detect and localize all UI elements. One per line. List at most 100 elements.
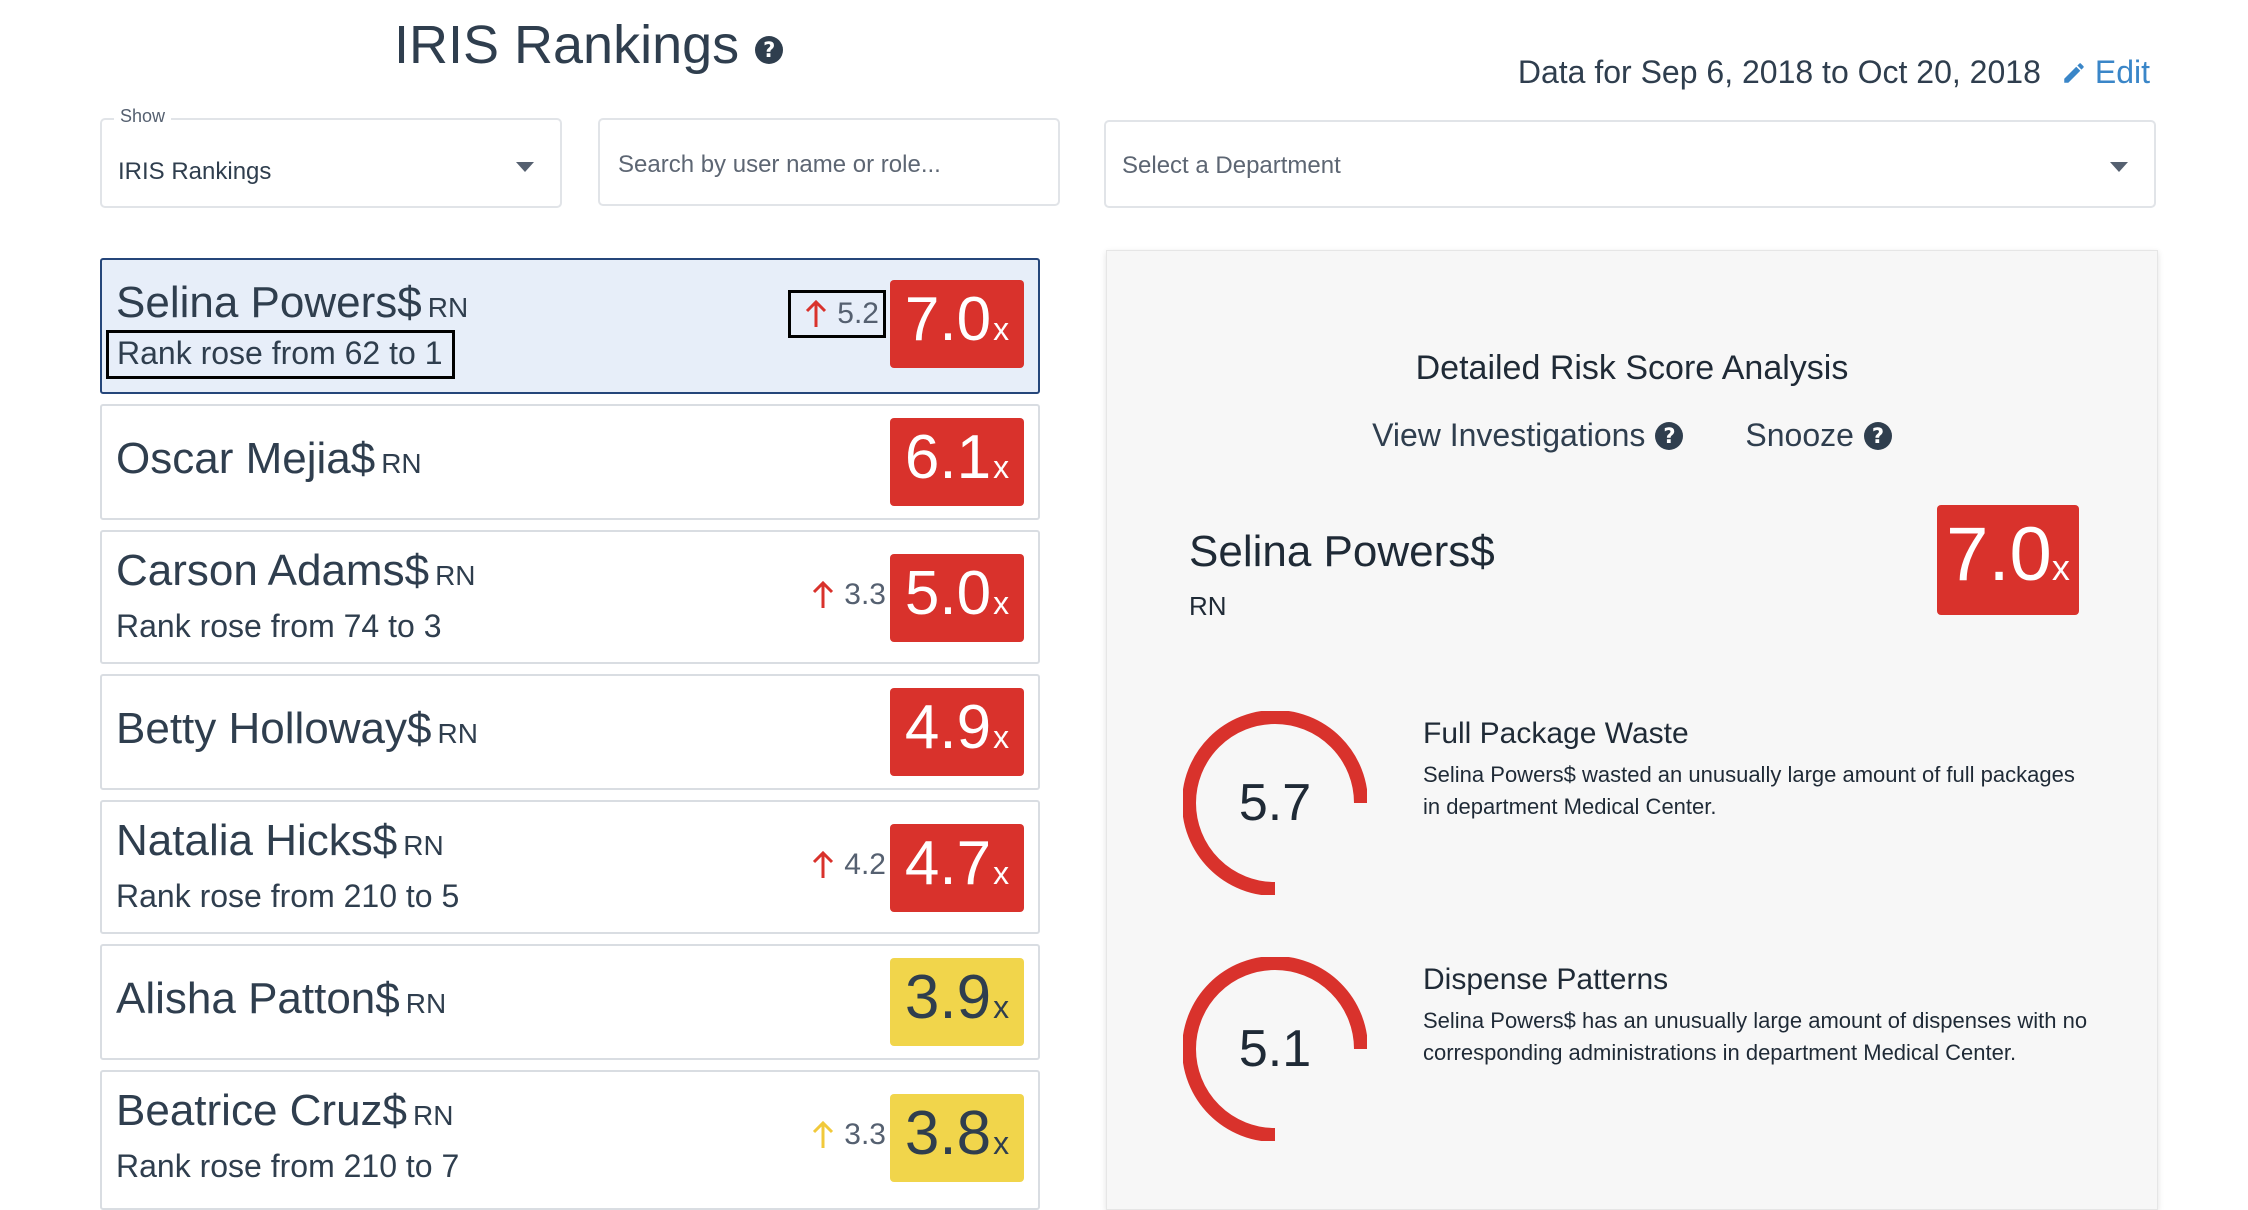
show-select[interactable]: Show IRIS Rankings [100, 106, 562, 208]
detail-score-suffix: x [2051, 547, 2070, 588]
delta-value: 5.2 [837, 297, 879, 330]
ranking-card-natalia-hicks[interactable]: Natalia Hicks$ RN Rank rose from 210 to 5… [100, 800, 1040, 934]
user-role: RN [427, 292, 469, 323]
ranking-card-alisha-patton[interactable]: Alisha Patton$ RN 3.9 x [100, 944, 1040, 1060]
rank-change-text: Rank rose from 210 to 7 [116, 1148, 460, 1184]
ranking-card-beatrice-cruz[interactable]: Beatrice Cruz$ RN Rank rose from 210 to 7… [100, 1070, 1040, 1210]
ranking-name-line: Alisha Patton$ RN [116, 974, 446, 1024]
ranking-name-line: Beatrice Cruz$ RN [116, 1086, 453, 1136]
score-suffix: x [993, 585, 1010, 621]
arrow-up-icon [813, 850, 834, 878]
user-name: Oscar Mejia$ [116, 434, 376, 483]
user-name: Beatrice Cruz$ [116, 1086, 408, 1135]
pencil-icon [2064, 62, 2084, 83]
user-role: RN [413, 1100, 454, 1131]
ranking-card-oscar-mejia[interactable]: Oscar Mejia$ RN 6.1 x [100, 404, 1040, 520]
delta-value: 3.3 [844, 1118, 886, 1151]
ranking-card-carson-adams[interactable]: Carson Adams$ RN Rank rose from 74 to 3 3… [100, 530, 1040, 664]
edit-button[interactable]: Edit [2061, 54, 2150, 91]
factor-title: Dispense Patterns [1423, 963, 1669, 996]
user-name: Carson Adams$ [116, 546, 430, 595]
page-title-text: IRIS Rankings [394, 15, 740, 75]
arrow-up-icon [806, 299, 827, 327]
department-select[interactable]: Select a Department [1104, 120, 2156, 208]
rank-change-label: Rank rose from 62 to 1 [117, 335, 443, 371]
factor-description: Selina Powers$ has an unusually large am… [1423, 1008, 2088, 1065]
score-suffix: x [993, 449, 1010, 485]
delta-value: 3.3 [844, 578, 886, 611]
show-label: Show [114, 106, 172, 127]
chevron-down-icon [516, 162, 534, 172]
score-delta: 3.3 [812, 1118, 886, 1152]
ranking-card-betty-holloway[interactable]: Betty Holloway$ RN 4.9 x [100, 674, 1040, 790]
user-role: RN [405, 988, 447, 1019]
score-suffix: x [993, 311, 1010, 347]
risk-score-badge: 4.7 x [890, 824, 1024, 912]
date-range-text: Data for Sep 6, 2018 to Oct 20, 2018 [1517, 54, 2041, 90]
page-title: IRIS Rankings ? [394, 14, 784, 76]
user-role: RN [403, 830, 444, 861]
ring-arc [1182, 710, 1368, 896]
search-input[interactable] [616, 150, 1040, 180]
detail-user-role: RN [1189, 591, 1227, 621]
question-circle-icon[interactable]: ? [1655, 421, 1684, 450]
score-delta: 5.2 [788, 290, 886, 338]
ranking-name-line: Natalia Hicks$ RN [116, 816, 444, 866]
edit-label: Edit [2094, 54, 2150, 90]
question-circle-icon[interactable]: ? [1863, 421, 1892, 450]
view-investigations-link[interactable]: View Investigations ? [1372, 417, 1684, 454]
rank-change-text: Rank rose from 74 to 3 [116, 608, 442, 644]
user-name: Alisha Patton$ [116, 974, 400, 1023]
chevron-down-icon [2110, 162, 2128, 172]
factor-title: Full Package Waste [1423, 717, 1689, 750]
panel-title: Detailed Risk Score Analysis [1415, 349, 1849, 387]
risk-detail-panel: Detailed Risk Score Analysis View Invest… [1106, 250, 2158, 1210]
ring-arc [1182, 956, 1368, 1142]
user-name: Natalia Hicks$ [116, 816, 398, 865]
delta-value: 4.2 [844, 848, 886, 881]
score-value: 4.9 [904, 693, 992, 762]
snooze-label: Snooze [1745, 417, 1854, 453]
snooze-link[interactable]: Snooze ? [1745, 417, 1892, 454]
department-placeholder: Select a Department [1122, 152, 1341, 179]
score-suffix: x [993, 989, 1010, 1025]
score-delta: 4.2 [812, 848, 886, 882]
question-circle-icon[interactable]: ? [755, 36, 784, 64]
score-suffix: x [993, 855, 1010, 891]
user-role: RN [381, 448, 422, 479]
detail-user-name: Selina Powers$ [1189, 527, 1495, 576]
detail-risk-score-badge: 7.0 x [1937, 505, 2079, 615]
score-value: 7.0 [904, 285, 992, 354]
score-delta: 3.3 [812, 578, 886, 612]
ranking-name-line: Selina Powers$ RN [116, 278, 468, 328]
user-name: Selina Powers$ [116, 278, 422, 327]
factor-description: Selina Powers$ wasted an unusually large… [1423, 762, 2075, 819]
risk-score-badge: 7.0 x [890, 280, 1024, 368]
user-role: RN [437, 718, 478, 749]
ranking-name-line: Oscar Mejia$ RN [116, 434, 422, 484]
risk-score-badge: 3.9 x [890, 958, 1024, 1046]
arrow-up-icon [813, 1120, 834, 1148]
view-investigations-label: View Investigations [1372, 417, 1646, 453]
ranking-card-selina-powers[interactable]: Selina Powers$ RN Rank rose from 62 to 1 … [100, 258, 1040, 394]
show-value: IRIS Rankings [118, 158, 272, 185]
rank-change-text: Rank rose from 62 to 1 [106, 330, 456, 379]
score-suffix: x [993, 719, 1010, 755]
score-value: 3.9 [904, 963, 992, 1032]
score-suffix: x [993, 1125, 1010, 1161]
factor-score-value: 5.7 [1238, 774, 1312, 832]
score-value: 4.7 [904, 829, 992, 898]
score-value: 5.0 [904, 559, 992, 628]
ranking-name-line: Betty Holloway$ RN [116, 704, 478, 754]
score-value: 3.8 [904, 1099, 992, 1168]
user-name: Betty Holloway$ [116, 704, 432, 753]
factor-score-ring: 5.1 [1182, 956, 1368, 1142]
risk-score-badge: 5.0 x [890, 554, 1024, 642]
rank-change-text: Rank rose from 210 to 5 [116, 878, 460, 914]
risk-score-badge: 3.8 x [890, 1094, 1024, 1182]
score-value: 6.1 [904, 423, 992, 492]
factor-score-value: 5.1 [1238, 1020, 1312, 1078]
panel-actions: View Investigations ? Snooze ? [1107, 417, 2157, 454]
search-field[interactable] [598, 118, 1060, 206]
detail-score-value: 7.0 [1946, 512, 2052, 597]
